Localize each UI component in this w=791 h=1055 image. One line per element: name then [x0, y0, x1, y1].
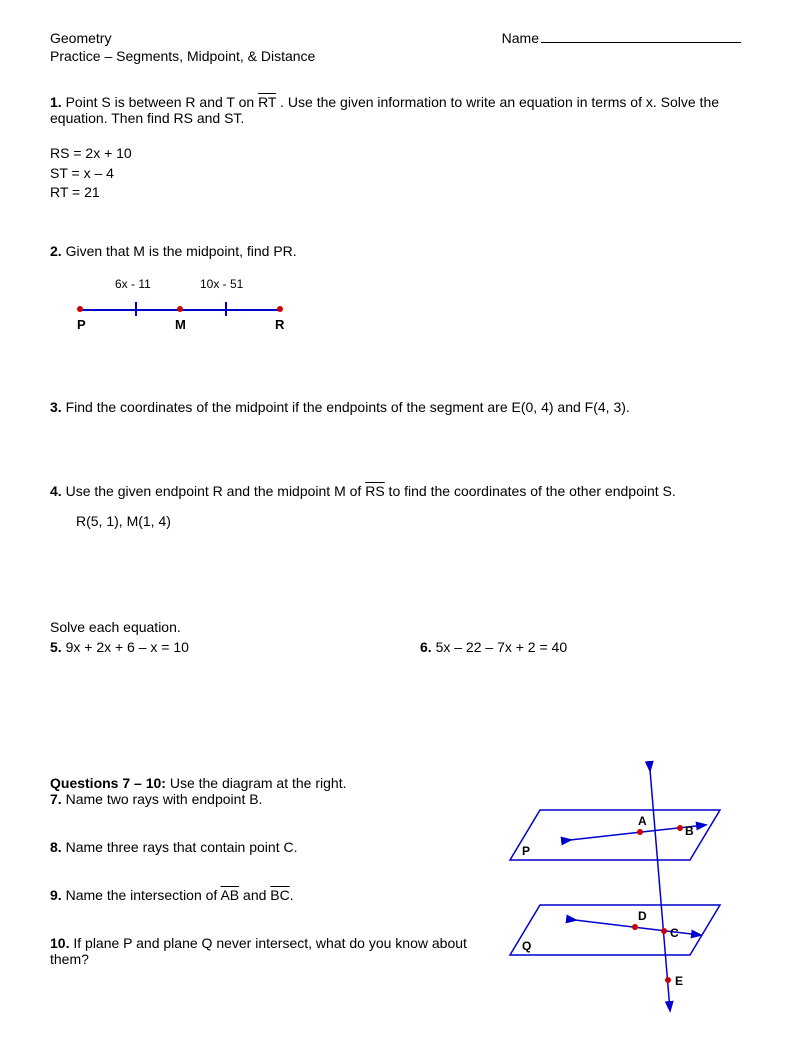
q3-number: 3.: [50, 399, 62, 415]
line-bce: [650, 770, 670, 1010]
q7-number: 7.: [50, 791, 62, 807]
point-a-label: A: [638, 814, 647, 828]
q3-text: Find the coordinates of the midpoint if …: [66, 399, 630, 415]
q1-equations: RS = 2x + 10 ST = x – 4 RT = 21: [50, 144, 741, 203]
q2-dot-r: [277, 306, 283, 312]
question-4: 4. Use the given endpoint R and the midp…: [50, 483, 741, 499]
course-title: Geometry: [50, 30, 111, 46]
questions-5-6-row: 5. 9x + 2x + 6 – x = 10 6. 5x – 22 – 7x …: [50, 639, 741, 655]
q9-end: .: [290, 887, 294, 903]
q7-text: Name two rays with endpoint B.: [66, 791, 263, 807]
name-label: Name: [502, 30, 539, 46]
q2-label-right: 10x - 51: [200, 277, 243, 291]
q9-seg-bc: BC: [270, 887, 289, 903]
point-c-label: C: [670, 926, 679, 940]
plane-q-label: Q: [522, 939, 531, 953]
point-e-label: E: [675, 974, 683, 988]
q1-segment-rt: RT: [258, 94, 276, 110]
point-c-dot: [661, 928, 667, 934]
point-b-label: B: [685, 824, 694, 838]
question-8: 8. Name three rays that contain point C.: [50, 839, 490, 855]
q2-label-left: 6x - 11: [115, 277, 151, 291]
plane-p-label: P: [522, 844, 530, 858]
q7-10-heading: Questions 7 – 10:: [50, 775, 166, 791]
question-7: Questions 7 – 10: Use the diagram at the…: [50, 775, 490, 807]
q8-text: Name three rays that contain point C.: [66, 839, 298, 855]
solve-heading: Solve each equation.: [50, 619, 741, 635]
q1-text-a: Point S is between R and T on: [66, 94, 259, 110]
point-d-label: D: [638, 909, 647, 923]
point-a-dot: [637, 829, 643, 835]
q4-number: 4.: [50, 483, 62, 499]
header-row: Geometry Name: [50, 30, 741, 46]
questions-7-10-text: Questions 7 – 10: Use the diagram at the…: [50, 765, 490, 999]
question-2: 2. Given that M is the midpoint, find PR…: [50, 243, 741, 259]
q8-number: 8.: [50, 839, 62, 855]
q4-segment-rs: RS: [365, 483, 384, 499]
q7-10-sub: Use the diagram at the right.: [166, 775, 347, 791]
q1-eq-rt: RT = 21: [50, 183, 741, 203]
planes-svg: P Q A B D C E: [490, 765, 740, 1025]
questions-7-10-block: Questions 7 – 10: Use the diagram at the…: [50, 765, 741, 1025]
point-b-dot: [677, 825, 683, 831]
question-1: 1. Point S is between R and T on RT . Us…: [50, 94, 741, 126]
q2-tick-2: [225, 302, 227, 316]
q6-eq: 5x – 22 – 7x + 2 = 40: [436, 639, 568, 655]
q5-eq: 9x + 2x + 6 – x = 10: [66, 639, 189, 655]
q10-text: If plane P and plane Q never intersect, …: [50, 935, 467, 967]
question-9: 9. Name the intersection of AB and BC.: [50, 887, 490, 903]
q4-text-a: Use the given endpoint R and the midpoin…: [66, 483, 366, 499]
worksheet-page: Geometry Name Practice – Segments, Midpo…: [0, 0, 791, 1055]
q10-number: 10.: [50, 935, 69, 951]
q2-pt-m: M: [175, 317, 186, 332]
q2-diagram: 6x - 11 10x - 51 P M R: [80, 269, 300, 329]
q9-text-a: Name the intersection of: [66, 887, 221, 903]
q2-pt-p: P: [77, 317, 86, 332]
q9-seg-ab: AB: [220, 887, 239, 903]
question-10: 10. If plane P and plane Q never interse…: [50, 935, 490, 967]
q4-text-b: to find the coordinates of the other end…: [385, 483, 676, 499]
name-field: Name: [502, 30, 741, 46]
plane-q-outline: [510, 905, 720, 955]
question-5: 5. 9x + 2x + 6 – x = 10: [50, 639, 420, 655]
q2-dot-p: [77, 306, 83, 312]
q4-given: R(5, 1), M(1, 4): [76, 513, 741, 529]
q2-pt-r: R: [275, 317, 284, 332]
question-6: 6. 5x – 22 – 7x + 2 = 40: [420, 639, 567, 655]
q1-eq-rs: RS = 2x + 10: [50, 144, 741, 164]
q1-eq-st: ST = x – 4: [50, 164, 741, 184]
question-3: 3. Find the coordinates of the midpoint …: [50, 399, 741, 415]
point-d-dot: [632, 924, 638, 930]
q1-number: 1.: [50, 94, 62, 110]
point-e-dot: [665, 977, 671, 983]
name-blank-line: [541, 42, 741, 43]
worksheet-subtitle: Practice – Segments, Midpoint, & Distanc…: [50, 48, 741, 64]
q5-number: 5.: [50, 639, 62, 655]
q6-number: 6.: [420, 639, 432, 655]
q9-mid: and: [239, 887, 270, 903]
q9-number: 9.: [50, 887, 62, 903]
planes-diagram: P Q A B D C E: [490, 765, 740, 1025]
q2-text: Given that M is the midpoint, find PR.: [66, 243, 297, 259]
q2-number: 2.: [50, 243, 62, 259]
q2-dot-m: [177, 306, 183, 312]
q2-tick-1: [135, 302, 137, 316]
